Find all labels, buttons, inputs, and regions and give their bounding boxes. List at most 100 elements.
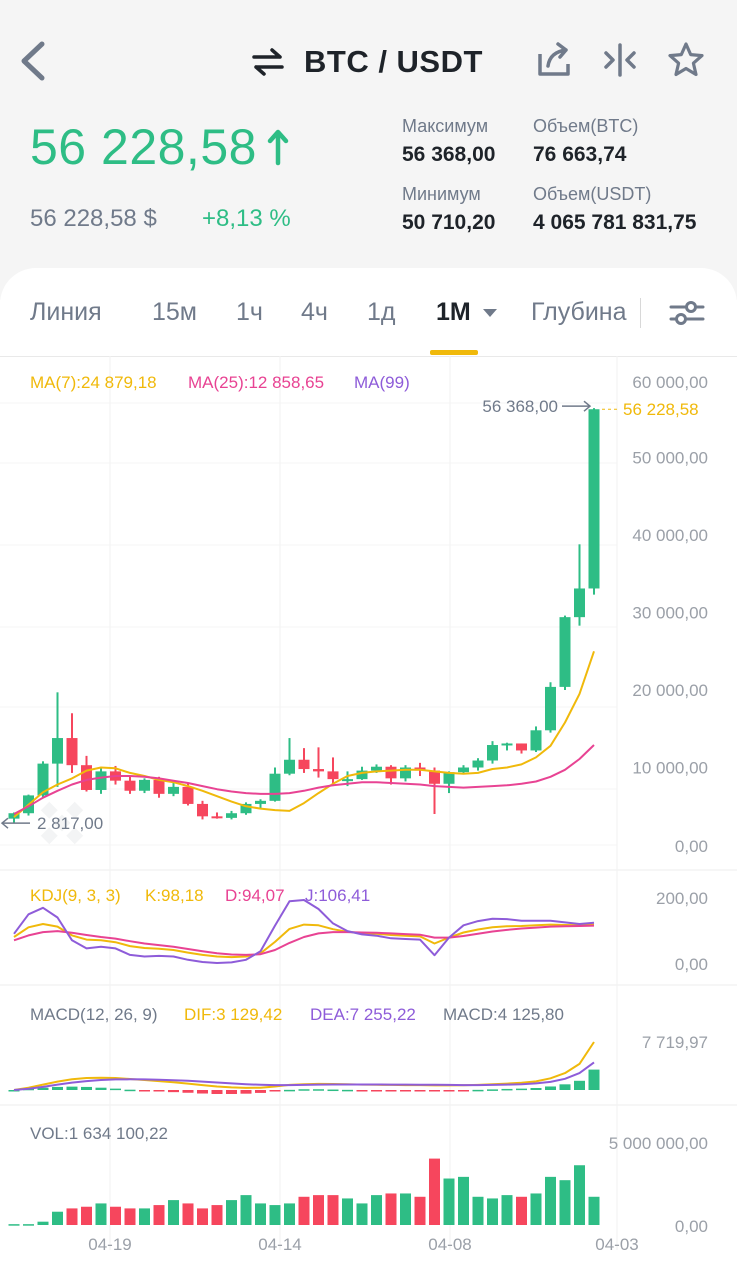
compare-icon[interactable] <box>600 40 640 80</box>
volume-bar <box>168 1200 179 1225</box>
price-axis-tick: 60 000,00 <box>632 373 708 392</box>
tab-4h[interactable]: 4ч <box>301 298 328 326</box>
tab-1month[interactable]: 1M <box>436 298 498 327</box>
tab-15m[interactable]: 15м <box>152 298 197 326</box>
volume-bar <box>153 1205 165 1225</box>
volume-axis-tick: 5 000 000,00 <box>609 1134 708 1153</box>
macd-histogram <box>8 1069 600 1094</box>
kdj-d-line <box>13 924 595 956</box>
price-axis-tick: 30 000,00 <box>632 604 708 623</box>
macd-bar <box>37 1087 49 1090</box>
tab-depth[interactable]: Глубина <box>531 298 627 326</box>
candle-body <box>226 813 237 818</box>
macd-value-legend: MACD:4 125,80 <box>443 1005 564 1024</box>
share-icon[interactable] <box>534 40 574 80</box>
volume-bar <box>443 1178 455 1225</box>
volume-bar <box>8 1224 20 1226</box>
volume-legend: VOL:1 634 100,22 <box>30 1124 168 1143</box>
volume-bar <box>356 1203 368 1225</box>
volume-bar <box>530 1193 542 1225</box>
candle-body <box>588 409 600 589</box>
volume-bar <box>327 1195 339 1225</box>
volume-bar <box>429 1158 440 1225</box>
chart-panel <box>0 268 737 1280</box>
volume-bar <box>197 1208 208 1225</box>
star-icon[interactable] <box>666 40 706 80</box>
kdj-axis-tick: 200,00 <box>656 889 708 908</box>
volume-bar <box>23 1224 34 1226</box>
macd-bar <box>458 1090 469 1092</box>
candle-body <box>269 773 281 801</box>
tab-1h[interactable]: 1ч <box>236 298 263 326</box>
volume-bar <box>487 1198 498 1225</box>
candle-body <box>139 779 150 791</box>
volume-bar <box>52 1211 63 1225</box>
volume-bar <box>37 1221 49 1225</box>
volume-axis-tick: 0,00 <box>675 1217 708 1236</box>
macd-bar <box>81 1086 92 1090</box>
macd-bar <box>168 1090 179 1093</box>
candle-body <box>559 617 571 687</box>
active-tab-indicator <box>430 350 478 355</box>
candle-body <box>168 786 179 794</box>
candle-body <box>95 771 107 790</box>
macd-bar <box>95 1087 107 1090</box>
macd-bar <box>516 1088 527 1091</box>
candle-body <box>530 730 542 751</box>
macd-bar <box>8 1090 20 1092</box>
macd-bar <box>110 1088 121 1091</box>
volume-bar <box>588 1196 600 1225</box>
macd-dif-legend: DIF:3 129,42 <box>184 1005 282 1024</box>
candle-body <box>298 759 310 770</box>
chart-settings-icon[interactable] <box>668 298 706 328</box>
tabs-divider <box>0 356 737 357</box>
macd-bar <box>255 1090 266 1093</box>
volume-bar <box>472 1196 484 1225</box>
kdj-k-line <box>13 923 595 959</box>
candle-body <box>443 772 455 784</box>
chart-area[interactable]: 56 228,58 56 368,00 2 817,00 60 000,00 50 0… <box>0 356 737 1280</box>
back-arrow-icon[interactable] <box>14 38 54 84</box>
volume-bar <box>559 1180 571 1225</box>
tab-line[interactable]: Линия <box>30 298 102 326</box>
ma25-legend: MA(25):12 858,65 <box>188 373 324 392</box>
macd-bar <box>139 1090 150 1092</box>
macd-bar <box>356 1090 368 1092</box>
volume-usdt-label: Объем(USDT) <box>533 184 652 204</box>
candle-body <box>182 786 194 804</box>
kdj-d-legend: D:94,07 <box>225 886 285 905</box>
volume-btc-value: 76 663,74 <box>533 143 627 166</box>
volume-bar <box>385 1193 397 1225</box>
macd-bar <box>153 1090 165 1092</box>
volume-bar <box>458 1176 469 1225</box>
price-axis-tick: 40 000,00 <box>632 526 708 545</box>
candle-body <box>429 770 440 784</box>
volume-bars <box>8 1158 600 1226</box>
candle-body <box>240 803 252 814</box>
macd-bar <box>124 1089 136 1092</box>
volume-bar <box>110 1206 121 1225</box>
macd-bar <box>530 1088 542 1090</box>
arrow-up-icon <box>267 129 289 166</box>
indicator-lines <box>13 650 595 1091</box>
candle-body <box>487 745 498 761</box>
price-axis-tick: 10 000,00 <box>632 759 708 778</box>
macd-bar <box>574 1080 585 1090</box>
macd-legend: MACD(12, 26, 9) <box>30 1005 158 1024</box>
price-markers: 56 228,58 56 368,00 2 817,00 <box>0 397 699 833</box>
candle-body <box>458 767 469 773</box>
ma7-legend: MA(7):24 879,18 <box>30 373 157 392</box>
candlesticks <box>8 408 600 824</box>
volume-bar <box>182 1203 194 1225</box>
pair-selector[interactable]: BTC / USDT <box>250 42 483 82</box>
macd-bar <box>327 1089 339 1092</box>
macd-bar <box>342 1089 353 1092</box>
volume-bar <box>81 1206 92 1225</box>
volume-bar <box>400 1193 411 1225</box>
macd-bar <box>211 1090 223 1094</box>
change-percent: +8,13 % <box>202 205 291 232</box>
macd-bar <box>588 1069 600 1090</box>
tab-1d[interactable]: 1д <box>367 298 396 326</box>
high-label: Максимум <box>402 116 489 136</box>
volume-bar <box>574 1165 585 1225</box>
